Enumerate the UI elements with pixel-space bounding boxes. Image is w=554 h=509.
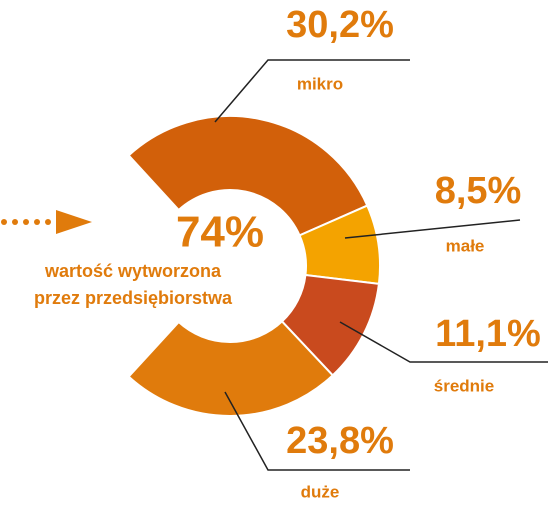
- value-label: 23,8%: [286, 420, 394, 462]
- leader-line: [344, 219, 521, 239]
- arrow: [1, 210, 92, 234]
- segment: [127, 115, 369, 237]
- leader-line: [339, 321, 548, 363]
- segment: [127, 319, 335, 417]
- subtitle: wartość wytworzona: [44, 261, 222, 281]
- leader-line: [214, 59, 410, 123]
- value-label: 30,2%: [286, 4, 394, 46]
- subtitle: przez przedsiębiorstwa: [34, 288, 233, 308]
- category-label: średnie: [434, 376, 494, 395]
- category-label: mikro: [297, 74, 343, 93]
- category-label: duże: [301, 482, 340, 501]
- center-label: 74%: [176, 208, 264, 257]
- value-label: 11,1%: [435, 313, 541, 355]
- value-label: 8,5%: [435, 170, 522, 212]
- leader-line: [224, 391, 410, 471]
- category-label: małe: [446, 236, 485, 255]
